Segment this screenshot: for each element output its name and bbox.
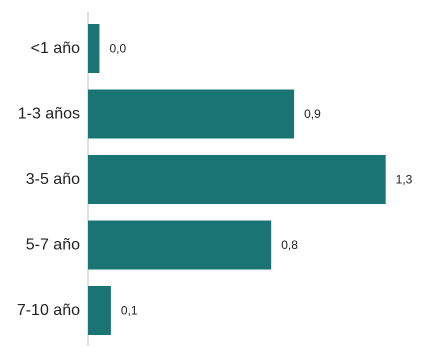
category-label: 7-10 año <box>17 302 80 319</box>
category-label: <1 año <box>31 40 80 57</box>
value-label: 1,3 <box>396 173 413 187</box>
value-labels-group: 0,0 0,9 1,3 0,8 0,1 <box>109 42 412 318</box>
category-labels-group: <1 año 1-3 años 3-5 año 5-7 año 7-10 año <box>17 40 80 319</box>
bar <box>88 220 272 270</box>
bar <box>88 89 295 139</box>
value-label: 0,9 <box>304 107 321 121</box>
category-label: 5-7 año <box>26 237 80 254</box>
category-label: 3-5 año <box>26 171 80 188</box>
bar <box>88 286 111 335</box>
bar <box>88 155 386 204</box>
value-label: 0,8 <box>281 238 298 252</box>
bars-group <box>88 24 386 335</box>
category-label: 1-3 años <box>18 106 80 123</box>
bar <box>88 24 100 73</box>
value-label: 0,0 <box>109 42 126 56</box>
value-label: 0,1 <box>121 304 138 318</box>
